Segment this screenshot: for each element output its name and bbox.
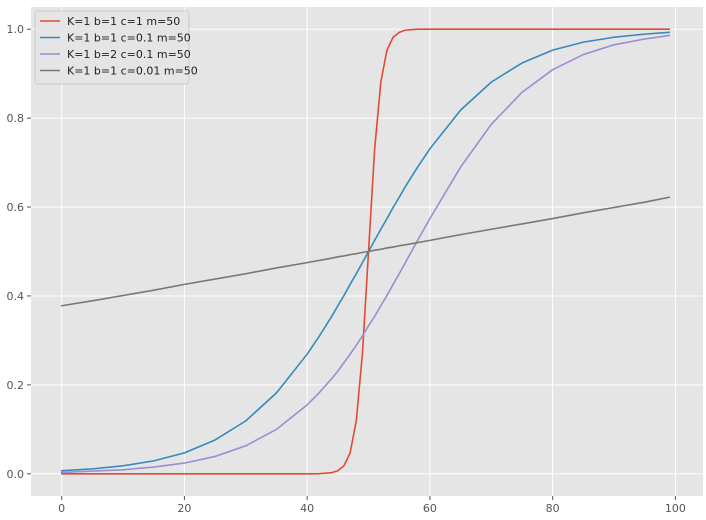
x-tick-label: 60 bbox=[423, 502, 437, 515]
y-tick-label: 0.4 bbox=[7, 290, 25, 303]
x-tick-label: 80 bbox=[546, 502, 560, 515]
series-line-4 bbox=[60, 196, 671, 307]
y-tick-label: 1.0 bbox=[7, 23, 25, 36]
legend-label-1: K=1 b=1 c=1 m=50 bbox=[67, 15, 180, 28]
legend-label-3: K=1 b=2 c=0.1 m=50 bbox=[67, 48, 191, 61]
x-gridlines bbox=[61, 7, 676, 496]
y-tick-label: 0.2 bbox=[7, 379, 25, 392]
y-tick-label: 0.0 bbox=[7, 468, 25, 481]
x-tick-label: 0 bbox=[58, 502, 65, 515]
series-lines bbox=[60, 28, 671, 475]
y-tick-label: 0.6 bbox=[7, 201, 25, 214]
x-tick-label: 20 bbox=[177, 502, 191, 515]
legend-label-4: K=1 b=1 c=0.01 m=50 bbox=[67, 65, 198, 78]
legend-box bbox=[34, 10, 190, 85]
x-axis-ticks: 0 20 40 60 80 100 bbox=[58, 496, 686, 515]
legend-label-2: K=1 b=1 c=0.1 m=50 bbox=[67, 32, 191, 45]
y-axis-ticks: 0.0 0.2 0.4 0.6 0.8 1.0 bbox=[7, 23, 31, 481]
y-tick-label: 0.8 bbox=[7, 112, 25, 125]
x-tick-label: 40 bbox=[300, 502, 314, 515]
x-tick-label: 100 bbox=[665, 502, 686, 515]
series-line-3 bbox=[60, 34, 671, 474]
legend: K=1 b=1 c=1 m=50 K=1 b=1 c=0.1 m=50 K=1 b=… bbox=[34, 10, 198, 85]
